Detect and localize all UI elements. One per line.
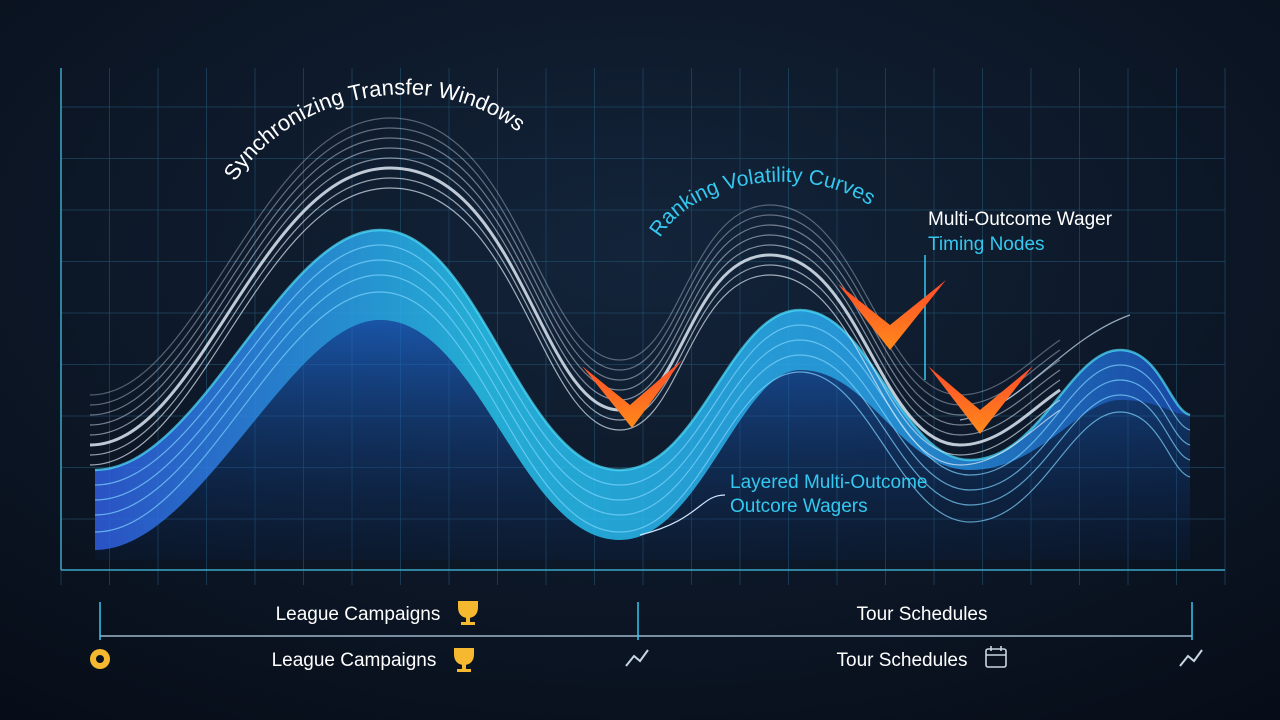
annotation: Outcore Wagers bbox=[730, 496, 868, 517]
timing-marker bbox=[838, 280, 946, 350]
wave-line bbox=[89, 117, 1061, 396]
timeline-label: League Campaigns bbox=[276, 604, 441, 625]
wave-line bbox=[89, 157, 1061, 436]
wave-line bbox=[89, 187, 1061, 466]
annotation: Multi-Outcome Wager bbox=[928, 209, 1113, 230]
trophy-icon bbox=[454, 648, 474, 672]
leader-line bbox=[639, 494, 726, 536]
timing-marker bbox=[928, 366, 1033, 434]
wave-line bbox=[89, 137, 1061, 416]
wave-line bbox=[94, 244, 1191, 486]
trophy-icon bbox=[458, 601, 478, 625]
wave-line bbox=[94, 228, 1191, 472]
wave-line bbox=[94, 259, 1191, 501]
annotation: Layered Multi-Outcome bbox=[730, 472, 927, 493]
annotation: Timing Nodes bbox=[928, 234, 1045, 255]
trend-icon bbox=[625, 649, 649, 667]
wave-lines bbox=[94, 228, 1191, 533]
timeline-label: Tour Schedules bbox=[857, 604, 988, 625]
trend-icon bbox=[1179, 649, 1203, 667]
wave-line bbox=[89, 147, 1061, 426]
calendar-icon bbox=[985, 646, 1007, 668]
timeline-label: League Campaigns bbox=[272, 650, 437, 671]
wave-line bbox=[89, 127, 1061, 406]
wave-band bbox=[95, 230, 1190, 550]
ball-icon bbox=[90, 649, 110, 669]
timeline-label: Tour Schedules bbox=[837, 650, 968, 671]
wave-line bbox=[94, 291, 1191, 533]
wave-line bbox=[94, 274, 1191, 516]
timing-marker bbox=[582, 360, 682, 428]
area-fill bbox=[95, 320, 1190, 560]
